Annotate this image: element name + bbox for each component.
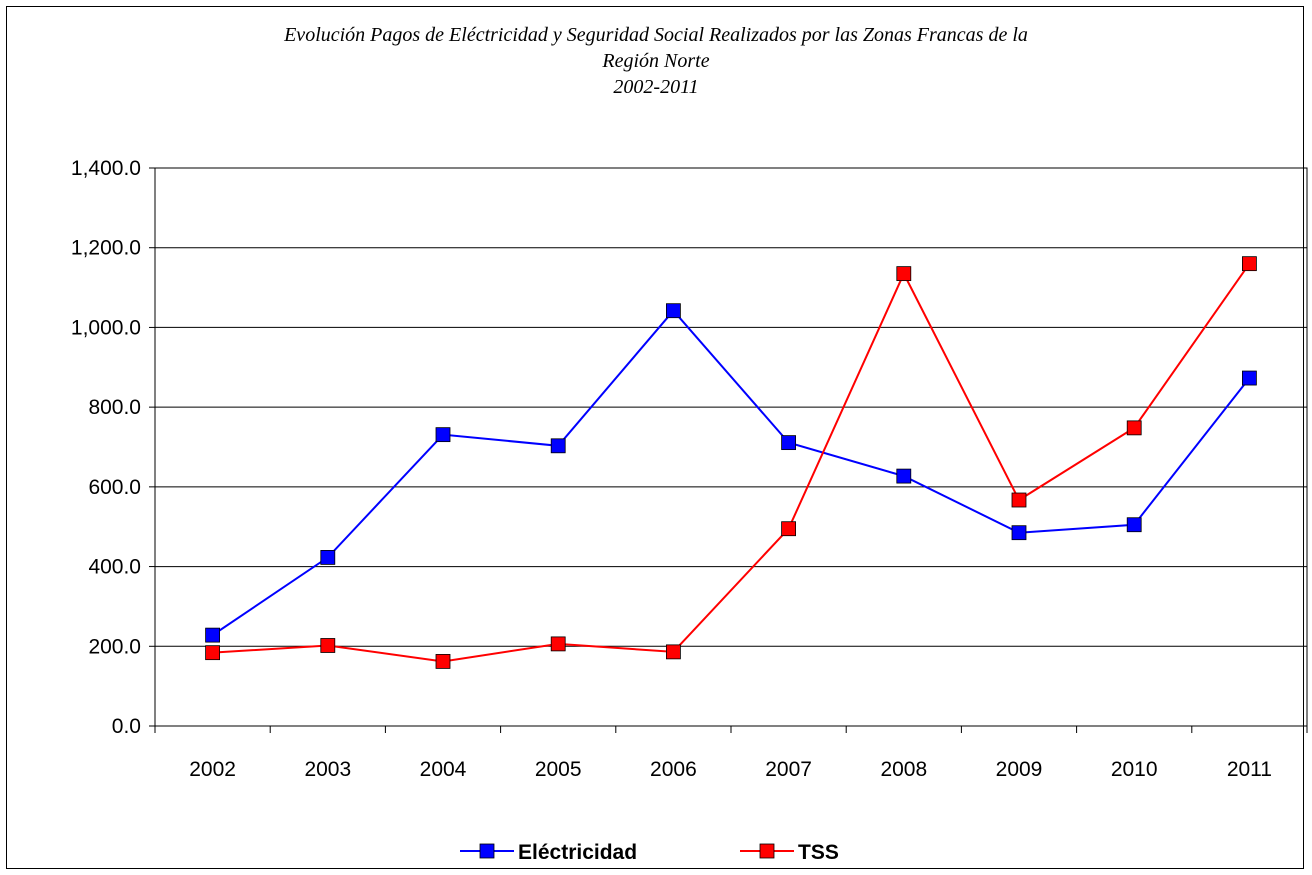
- series-group: [205, 256, 1257, 669]
- x-tick-label: 2006: [650, 758, 697, 781]
- gridlines: [155, 247, 1307, 647]
- legend: Eléctricidad TSS: [460, 841, 839, 864]
- x-tick-label: 2007: [765, 758, 812, 781]
- data-point-marker: [666, 303, 681, 319]
- y-tick-label: 800.0: [88, 396, 141, 419]
- x-tick-label: 2002: [189, 758, 236, 781]
- x-tick-label: 2004: [420, 758, 467, 781]
- chart-title-line-2: Región Norte: [602, 50, 710, 72]
- data-point-marker: [320, 550, 336, 565]
- y-tick-label: 1,200.0: [71, 237, 141, 260]
- data-point-marker: [1011, 492, 1027, 508]
- x-tick-label: 2009: [996, 758, 1043, 781]
- data-point-marker: [1011, 525, 1027, 541]
- data-point-marker: [1126, 420, 1142, 436]
- y-tick-label: 400.0: [88, 556, 141, 579]
- chart-title-line-1: Evolución Pagos de Eléctricidad y Seguri…: [284, 24, 1028, 46]
- series-line-1: [212, 263, 1251, 663]
- legend-marker-0: [479, 843, 495, 859]
- y-tick-label: 600.0: [88, 476, 141, 499]
- x-tick-label: 2003: [304, 758, 351, 781]
- data-point-marker: [205, 645, 221, 661]
- y-tick-label: 200.0: [88, 635, 141, 658]
- data-point-marker: [1242, 256, 1257, 272]
- legend-marker-1: [759, 843, 775, 859]
- x-tick-label: 2008: [880, 758, 927, 781]
- data-point-marker: [896, 468, 912, 484]
- legend-label-1: TSS: [798, 841, 839, 864]
- y-tick-label: 0.0: [112, 715, 141, 738]
- series-line-0: [212, 309, 1251, 636]
- data-point-marker: [896, 266, 912, 282]
- data-point-marker: [550, 438, 566, 454]
- y-tick-label: 1,400.0: [71, 157, 141, 180]
- data-point-marker: [435, 427, 451, 443]
- x-tick-label: 2005: [535, 758, 582, 781]
- data-point-marker: [435, 654, 451, 669]
- data-point-marker: [320, 638, 336, 653]
- data-point-marker: [781, 521, 796, 537]
- x-tick-label: 2011: [1227, 758, 1272, 781]
- data-point-marker: [205, 627, 221, 643]
- data-point-marker: [666, 644, 681, 660]
- data-point-marker: [1126, 517, 1142, 533]
- chart-title: Evolución Pagos de Eléctricidad y Seguri…: [0, 22, 1312, 100]
- chart-title-line-3: 2002-2011: [613, 76, 699, 98]
- y-tick-label: 1,000.0: [71, 316, 141, 339]
- data-point-marker: [781, 435, 796, 451]
- axes: 0.0 200.0 400.0 600.0 800.0 1,000.0 1,200.0 1,4…: [71, 157, 1308, 781]
- chart-frame: [6, 6, 1304, 869]
- x-tick-label: 2010: [1111, 758, 1158, 781]
- data-point-marker: [1242, 370, 1257, 386]
- data-point-marker: [550, 636, 566, 652]
- legend-label-0: Eléctricidad: [518, 841, 637, 864]
